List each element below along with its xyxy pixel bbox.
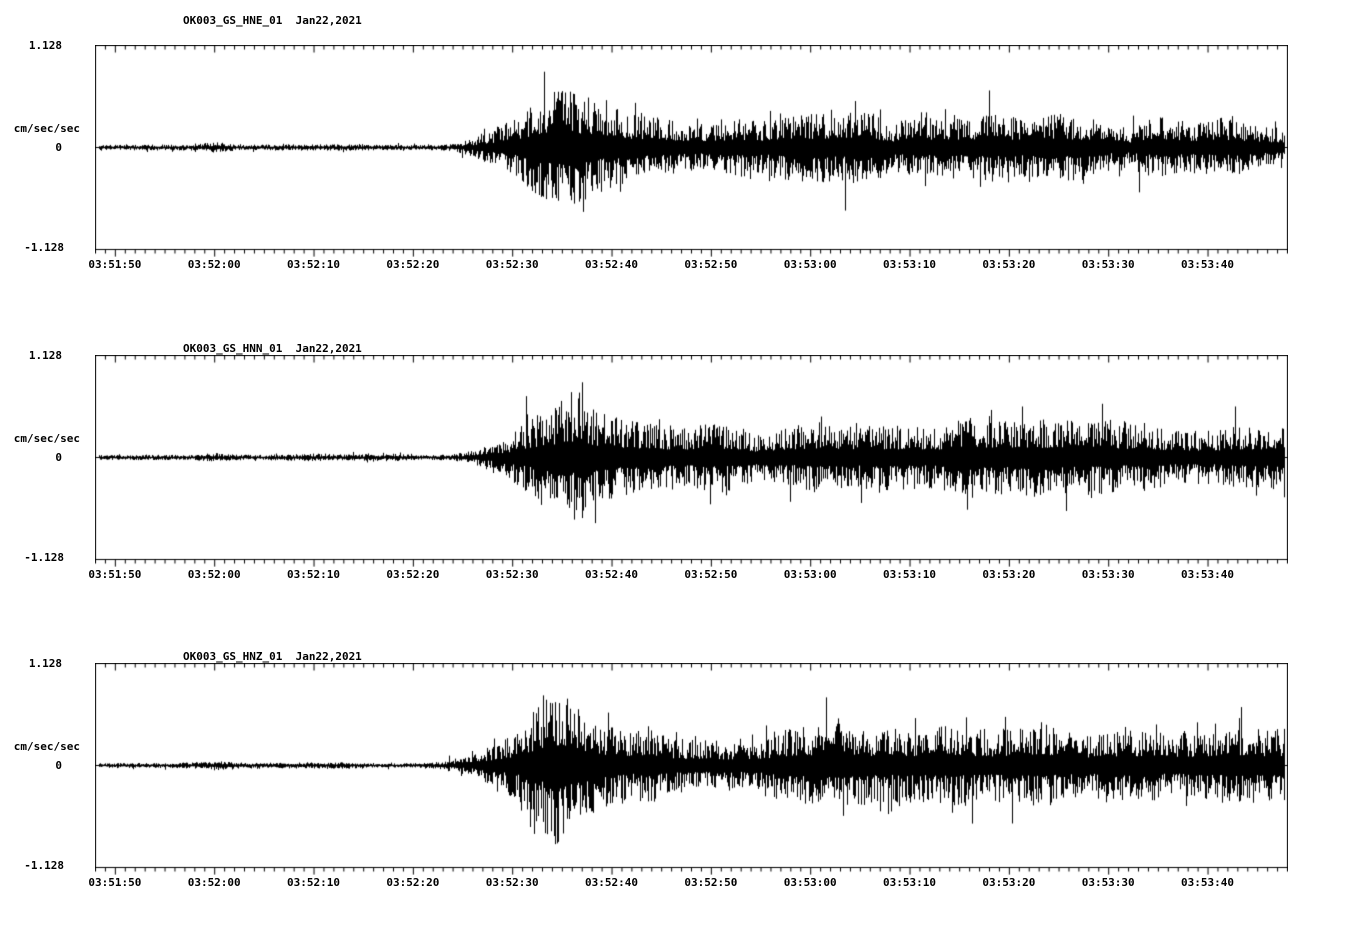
x-tick-label: 03:53:30 — [1081, 568, 1135, 581]
y-axis-units-label: cm/sec/sec — [13, 740, 80, 753]
x-tick-label: 03:53:40 — [1181, 568, 1235, 581]
seismogram-panel-hnz: OK003_GS_HNZ_01 Jan22,2021 1.128 cm/sec/… — [0, 630, 1358, 930]
y-axis-units-label: cm/sec/sec — [13, 432, 80, 445]
x-tick-label: 03:53:10 — [883, 258, 937, 271]
y-axis-max-label: 1.128 — [28, 657, 62, 670]
x-tick-label: 03:52:00 — [187, 876, 241, 889]
x-tick-label: 03:52:30 — [485, 876, 539, 889]
x-tick-label: 03:53:00 — [783, 568, 837, 581]
waveform-canvas-hne — [95, 45, 1288, 257]
x-tick-label: 03:52:40 — [585, 876, 639, 889]
y-axis-zero-label: 0 — [55, 759, 62, 772]
x-tick-label: 03:53:00 — [783, 258, 837, 271]
x-tick-label: 03:53:10 — [883, 568, 937, 581]
x-axis-tick-labels: 03:51:50 03:52:00 03:52:10 03:52:20 03:52:30… — [0, 258, 1358, 272]
y-axis-units-label: cm/sec/sec — [13, 122, 80, 135]
x-tick-label: 03:53:20 — [982, 568, 1036, 581]
x-tick-label: 03:52:00 — [187, 258, 241, 271]
x-tick-label: 03:52:00 — [187, 568, 241, 581]
y-axis-max-label: 1.128 — [28, 39, 62, 52]
waveform-canvas-hnz — [95, 663, 1288, 875]
seismogram-panel-hne: OK003_GS_HNE_01 Jan22,2021 1.128 cm/sec/… — [0, 12, 1358, 312]
panel-title-hne: OK003_GS_HNE_01 Jan22,2021 — [183, 14, 362, 27]
x-tick-label: 03:52:50 — [684, 568, 738, 581]
x-tick-label: 03:52:10 — [287, 568, 341, 581]
panel-title-hnn: OK003_GS_HNN_01 Jan22,2021 — [183, 342, 362, 355]
x-tick-label: 03:53:00 — [783, 876, 837, 889]
waveform-canvas-hnn — [95, 355, 1288, 567]
x-tick-label: 03:53:40 — [1181, 876, 1235, 889]
x-tick-label: 03:52:30 — [485, 258, 539, 271]
seismogram-panel-hnn: OK003_GS_HNN_01 Jan22,2021 1.128 cm/sec/… — [0, 322, 1358, 622]
x-axis-tick-labels: 03:51:50 03:52:00 03:52:10 03:52:20 03:52:30… — [0, 568, 1358, 582]
y-axis-min-label: -1.128 — [24, 551, 64, 564]
x-tick-label: 03:52:40 — [585, 568, 639, 581]
x-tick-label: 03:53:30 — [1081, 258, 1135, 271]
x-tick-label: 03:53:20 — [982, 258, 1036, 271]
x-tick-label: 03:53:10 — [883, 876, 937, 889]
x-axis-tick-labels: 03:51:50 03:52:00 03:52:10 03:52:20 03:52:30… — [0, 876, 1358, 890]
x-tick-label: 03:52:30 — [485, 568, 539, 581]
x-tick-label: 03:52:50 — [684, 258, 738, 271]
x-tick-label: 03:52:40 — [585, 258, 639, 271]
x-tick-label: 03:53:30 — [1081, 876, 1135, 889]
x-tick-label: 03:52:20 — [386, 876, 440, 889]
y-axis-zero-label: 0 — [55, 451, 62, 464]
y-axis-max-label: 1.128 — [28, 349, 62, 362]
x-tick-label: 03:52:10 — [287, 876, 341, 889]
x-tick-label: 03:53:20 — [982, 876, 1036, 889]
y-axis-min-label: -1.128 — [24, 241, 64, 254]
x-tick-label: 03:52:10 — [287, 258, 341, 271]
y-axis-zero-label: 0 — [55, 141, 62, 154]
x-tick-label: 03:51:50 — [88, 258, 142, 271]
x-tick-label: 03:51:50 — [88, 876, 142, 889]
panel-title-hnz: OK003_GS_HNZ_01 Jan22,2021 — [183, 650, 362, 663]
y-axis-min-label: -1.128 — [24, 859, 64, 872]
x-tick-label: 03:52:20 — [386, 568, 440, 581]
x-tick-label: 03:53:40 — [1181, 258, 1235, 271]
x-tick-label: 03:52:20 — [386, 258, 440, 271]
x-tick-label: 03:52:50 — [684, 876, 738, 889]
x-tick-label: 03:51:50 — [88, 568, 142, 581]
